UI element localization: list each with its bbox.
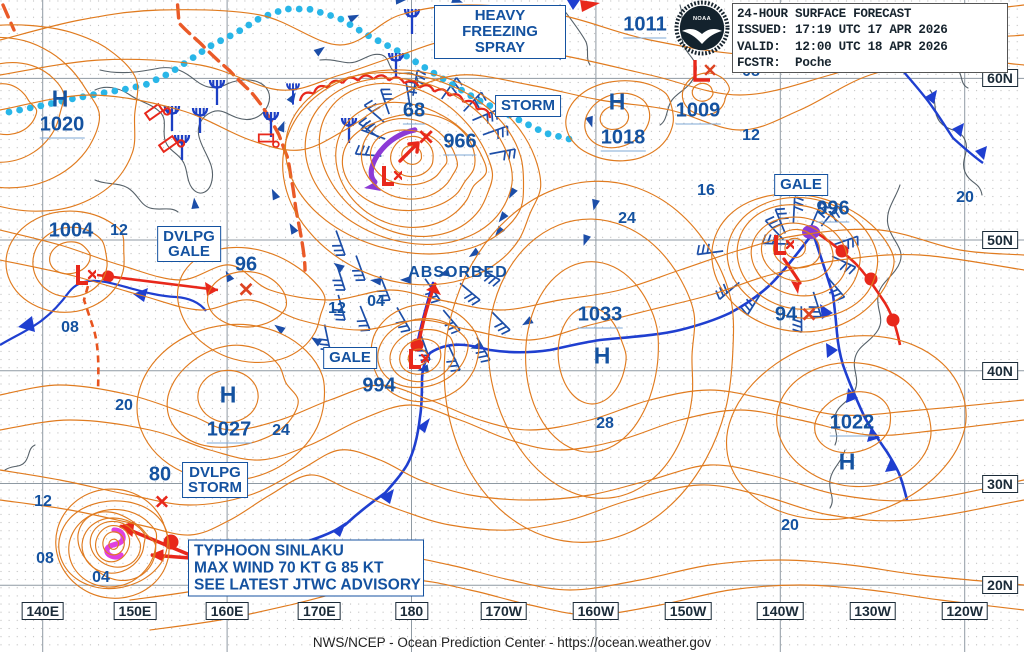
svg-text:NOAA: NOAA bbox=[693, 16, 711, 22]
